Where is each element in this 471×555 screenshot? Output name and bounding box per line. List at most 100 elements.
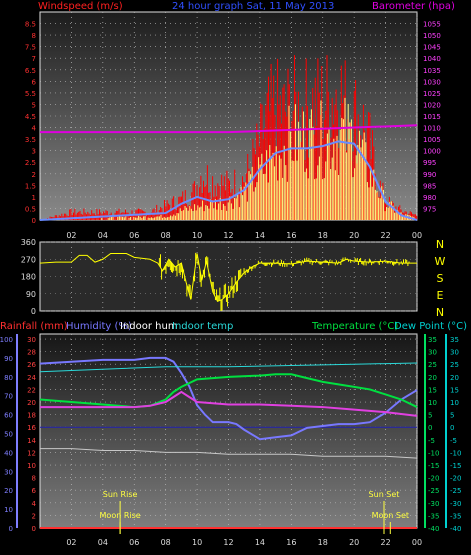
temperature-axis-label: Temperature (°C) [312, 321, 399, 332]
wind-x-tick-label: 00 [412, 231, 422, 240]
baro-y-tick-label: 1020 [423, 101, 441, 109]
baro-y-tick-label: 1005 [423, 136, 441, 144]
humidity-y-tick-label: 70 [4, 393, 13, 401]
temp-y-tick-label: 5 [428, 412, 432, 420]
dew-y-tick-label: 30 [450, 349, 459, 357]
temp-y-tick-label: -5 [428, 437, 435, 445]
dew-y-tick-label: 15 [450, 386, 459, 394]
humidity-y-tick-label: 30 [4, 468, 13, 476]
direction-y-tick-label: 180 [21, 273, 36, 282]
baro-y-tick-label: 1015 [423, 113, 441, 121]
temperature-x-tick-label: 02 [66, 538, 76, 547]
wind-y-tick-label: 8.5 [25, 21, 36, 29]
indoor-hum-line [40, 448, 418, 459]
baro-y-tick-label: 1010 [423, 125, 441, 133]
windspeed-series [101, 97, 415, 220]
event-label: Sun Set [369, 490, 400, 499]
temp-y-tick-label: -20 [428, 475, 439, 483]
temp-y-tick-label: -40 [428, 525, 439, 533]
temperature-x-tick-label: 04 [98, 538, 108, 547]
temperature-panel [39, 333, 418, 529]
graph-title: 24 hour graph Sat, 11 May 2013 [172, 1, 335, 12]
compass-label-e: E [437, 289, 444, 302]
dew-y-tick-label: -25 [450, 487, 461, 495]
rain-y-tick-label: 0 [32, 525, 36, 533]
compass-label-n: N [436, 306, 444, 319]
humidity-y-tick-label: 10 [4, 506, 13, 514]
wind-y-tick-label: 4.5 [25, 113, 36, 121]
direction-scatter [158, 252, 410, 311]
baro-y-tick-label: 1055 [423, 21, 441, 29]
rain-y-tick-label: 20 [27, 399, 36, 407]
wind-y-tick-label: 5 [32, 101, 36, 109]
wind-x-tick-label: 08 [161, 231, 171, 240]
wind-x-tick-label: 04 [98, 231, 108, 240]
baro-y-tick-label: 980 [423, 194, 436, 202]
temp-y-tick-label: -25 [428, 487, 439, 495]
wind-y-tick-label: 7 [32, 55, 36, 63]
wind-x-tick-label: 18 [318, 231, 328, 240]
wind-y-tick-label: 6 [32, 78, 37, 86]
baro-y-tick-label: 1050 [423, 32, 441, 40]
dew-y-tick-label: 35 [450, 336, 459, 344]
rain-y-tick-label: 6 [32, 487, 37, 495]
dew-y-tick-label: 10 [450, 399, 459, 407]
baro-y-tick-label: 975 [423, 205, 436, 213]
wind-x-tick-label: 20 [349, 231, 359, 240]
wind-y-tick-label: 0 [32, 217, 36, 225]
temperature-x-tick-label: 08 [161, 538, 171, 547]
temp-y-tick-label: 20 [428, 374, 437, 382]
baro-y-tick-label: 1000 [423, 148, 441, 156]
event-label: Moon Rise [100, 511, 141, 520]
wind-y-tick-label: 1.5 [25, 182, 36, 190]
event-label: Sun Rise [103, 490, 138, 499]
temperature-x-tick-label: 00 [412, 538, 422, 547]
wind-x-tick-label: 16 [286, 231, 296, 240]
temperature-x-tick-label: 20 [349, 538, 359, 547]
rain-y-tick-label: 18 [27, 412, 36, 420]
dew-line [40, 390, 418, 417]
rain-y-tick-label: 4 [32, 500, 37, 508]
rain-y-tick-label: 16 [27, 424, 36, 432]
wind-average-line [39, 140, 418, 221]
windspeed-axis-label: Windspeed (m/s) [38, 1, 123, 12]
humidity-y-tick-label: 80 [4, 374, 13, 382]
wind-x-tick-label: 02 [66, 231, 76, 240]
wind-y-tick-label: 5.5 [25, 90, 36, 98]
temperature-x-tick-label: 18 [318, 538, 328, 547]
dew-y-tick-label: -10 [450, 449, 461, 457]
rain-y-tick-label: 22 [27, 386, 36, 394]
humidity-y-tick-label: 50 [4, 431, 13, 439]
temp-y-tick-label: 0 [428, 424, 432, 432]
rain-y-tick-label: 12 [27, 449, 36, 457]
indoor-temp-line [39, 362, 418, 373]
baro-y-tick-label: 1040 [423, 55, 441, 63]
compass-label-w: W [435, 255, 446, 268]
temp-y-tick-label: -10 [428, 449, 439, 457]
temp-y-tick-label: 35 [428, 336, 437, 344]
temp-y-tick-label: 25 [428, 361, 437, 369]
compass-label-s: S [437, 272, 444, 285]
dew-y-tick-label: -30 [450, 500, 461, 508]
rain-y-tick-label: 2 [32, 512, 36, 520]
direction-y-tick-label: 360 [21, 238, 36, 247]
wind-x-tick-label: 12 [223, 231, 233, 240]
wind-y-tick-label: 8 [32, 32, 36, 40]
dew-y-tick-label: 0 [450, 424, 454, 432]
temp-y-tick-label: -30 [428, 500, 439, 508]
wind-x-tick-label: 22 [380, 231, 390, 240]
indoor-temp-label: Indoor temp [172, 321, 234, 332]
baro-y-tick-label: 990 [423, 171, 436, 179]
dew-y-tick-label: -40 [450, 525, 461, 533]
wind-y-tick-label: 2 [32, 171, 36, 179]
wind-y-tick-label: 7.5 [25, 44, 36, 52]
humidity-y-tick-label: 90 [4, 355, 13, 363]
baro-y-tick-label: 1035 [423, 67, 441, 75]
dew-y-tick-label: 5 [450, 412, 454, 420]
dew-y-tick-label: -35 [450, 512, 461, 520]
wind-x-tick-label: 14 [255, 231, 265, 240]
rain-y-tick-label: 14 [27, 437, 36, 445]
indoor-hum-label: Indoor hum [120, 321, 178, 332]
humidity-y-tick-label: 20 [4, 487, 13, 495]
